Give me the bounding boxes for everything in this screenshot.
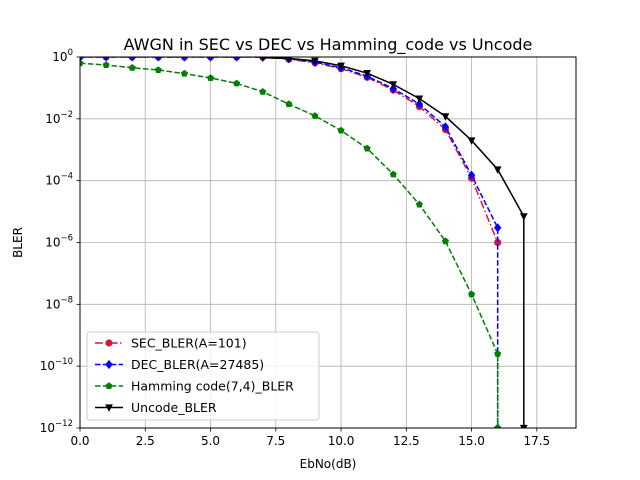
y-tick-label: 10−2: [45, 110, 73, 126]
data-point: [311, 57, 319, 66]
legend-label: Uncode_BLER: [131, 400, 217, 415]
x-tick-label: 2.5: [136, 434, 155, 448]
y-tick-base: 10: [45, 236, 60, 250]
x-tick-label: 10.0: [328, 434, 355, 448]
y-tick-base: 10: [45, 112, 60, 126]
y-tick-label: 10−12: [40, 419, 73, 435]
y-tick-base: 10: [52, 50, 67, 64]
series-layer: [80, 57, 528, 428]
x-tick-label: 17.5: [523, 434, 550, 448]
data-point: [259, 88, 267, 95]
data-point: [337, 62, 345, 71]
y-tick-exponent: −12: [55, 419, 73, 429]
data-point: [441, 122, 450, 132]
y-tick-label: 10−6: [45, 234, 73, 250]
data-point: [260, 57, 266, 63]
data-point: [493, 223, 502, 233]
legend-entry: DEC_BLER(A=27485): [95, 357, 264, 372]
series-3: [80, 59, 502, 428]
data-point: [441, 237, 449, 245]
data-point: [207, 74, 215, 81]
y-tick-exponent: −2: [60, 110, 73, 120]
data-point: [389, 81, 398, 89]
data-point: [180, 57, 189, 62]
y-tick-base: 10: [45, 174, 60, 188]
data-point: [467, 137, 476, 145]
y-axis-label: BLER: [11, 227, 25, 258]
y-tick-base: 10: [40, 359, 55, 373]
data-point: [285, 57, 292, 63]
x-axis-label: EbNo(dB): [300, 457, 357, 471]
x-tick-label: 5.0: [201, 434, 220, 448]
legend-marker: [105, 359, 113, 370]
data-point: [128, 64, 136, 71]
data-point: [180, 69, 188, 77]
legend-entry: SEC_BLER(A=101): [95, 336, 247, 351]
legend-label: Hamming code(7,4)_BLER: [131, 379, 294, 394]
data-point: [494, 424, 502, 428]
x-tick-label: 12.5: [393, 434, 420, 448]
legend-marker: [105, 404, 113, 412]
data-point: [80, 57, 84, 62]
legend-entry: Hamming code(7,4)_BLER: [95, 379, 294, 394]
x-tick-label: 15.0: [458, 434, 485, 448]
tick-layer: 0.0 2.5 5.0 7.5 10.0 12.5 15.0 17.510−1210−1010…: [40, 48, 550, 448]
data-point: [154, 57, 163, 62]
data-point: [389, 170, 397, 178]
data-point: [311, 112, 319, 119]
y-tick-exponent: −6: [60, 234, 73, 244]
data-point: [102, 57, 110, 62]
data-point: [467, 170, 476, 180]
data-point: [493, 166, 502, 174]
data-point: [415, 200, 423, 208]
data-point: [285, 100, 293, 108]
y-tick-label: 10−10: [40, 357, 73, 373]
y-tick-exponent: 0: [68, 48, 73, 58]
y-tick-label: 10−4: [45, 172, 73, 188]
legend-entry: Uncode_BLER: [95, 400, 217, 415]
x-tick-label: 7.5: [266, 434, 285, 448]
data-point: [494, 350, 502, 357]
data-point: [206, 57, 215, 62]
series-4: [260, 57, 528, 428]
data-point: [415, 99, 424, 109]
y-tick-exponent: −8: [60, 295, 73, 305]
chart-title: AWGN in SEC vs DEC vs Hamming_code vs Un…: [124, 35, 533, 55]
data-point: [468, 290, 476, 298]
data-point: [519, 424, 528, 428]
series-line: [80, 57, 499, 428]
data-point: [363, 70, 372, 78]
legend-marker: [105, 339, 113, 347]
data-point: [519, 213, 528, 221]
data-point: [232, 57, 241, 62]
data-point: [337, 126, 345, 134]
data-point: [80, 59, 84, 67]
data-point: [233, 79, 241, 87]
data-point: [415, 95, 424, 104]
data-point: [154, 66, 162, 73]
y-tick-base: 10: [40, 421, 55, 435]
data-point: [128, 57, 136, 62]
y-tick-label: 10−8: [45, 295, 73, 311]
y-tick-base: 10: [45, 297, 60, 311]
data-point: [102, 61, 110, 69]
x-tick-label: 0.0: [70, 434, 89, 448]
legend-label: DEC_BLER(A=27485): [131, 357, 264, 372]
y-tick-label: 100: [52, 48, 73, 64]
legend-box: [86, 331, 320, 421]
series-line: [80, 62, 499, 428]
legend-marker: [105, 382, 113, 389]
data-point: [441, 113, 450, 121]
series-line: [262, 57, 525, 428]
legend: SEC_BLER(A=101) DEC_BLER(A=27485) Hamming …: [86, 331, 320, 421]
legend-label: SEC_BLER(A=101): [131, 336, 247, 351]
y-tick-exponent: −10: [55, 357, 73, 367]
data-point: [363, 144, 371, 152]
y-tick-exponent: −4: [60, 172, 73, 182]
